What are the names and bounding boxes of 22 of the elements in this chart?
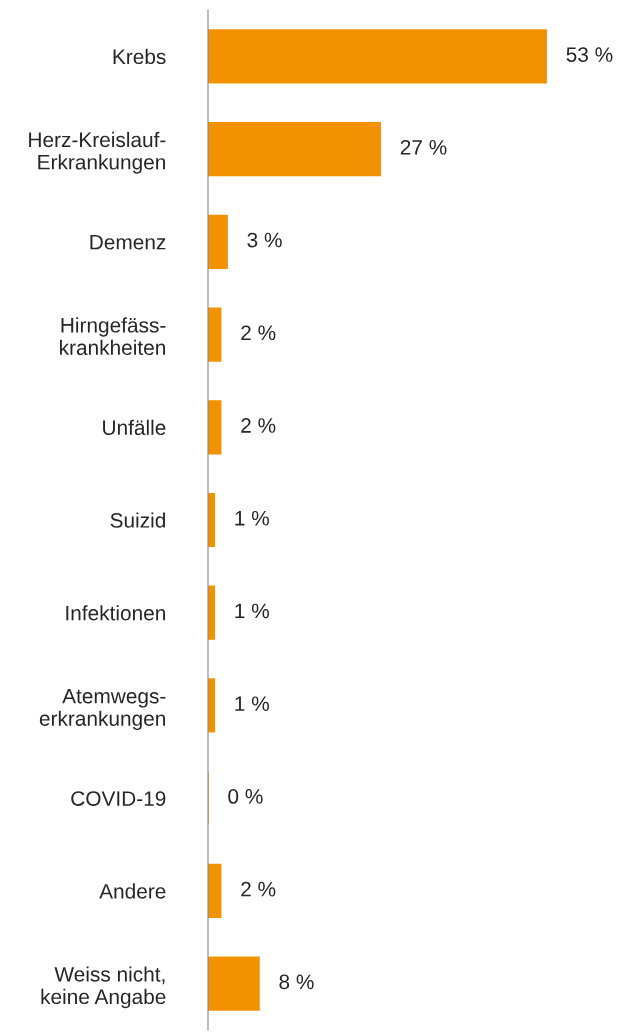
y-tick-label: Suizid xyxy=(110,512,165,528)
y-tick-label: Infektionen xyxy=(66,605,165,621)
y-tick-label: Unfälle xyxy=(103,419,166,436)
y-tick-label: COVID-19 xyxy=(71,791,166,806)
y-tick-label: Herz-Kreislauf- Erkrankungen xyxy=(29,131,166,174)
data-label: 3 % xyxy=(247,232,282,248)
data-label: 2 % xyxy=(241,418,276,433)
data-label: 2 % xyxy=(241,881,276,897)
y-tick-label: Hirngefäss- krankheiten xyxy=(60,317,166,356)
y-tick-label: Demenz xyxy=(90,235,166,250)
data-label: 0 % xyxy=(228,789,263,804)
y-tick-label: Krebs xyxy=(113,48,166,65)
data-label: 1 % xyxy=(235,510,269,526)
data-label: 1 % xyxy=(235,603,269,619)
y-tick-label: Atemwegs- erkrankungen xyxy=(39,688,166,731)
y-tick-label: Andere xyxy=(99,883,166,899)
data-label: 1 % xyxy=(235,696,269,711)
y-tick-label: Weiss nicht, keine Angabe xyxy=(41,966,166,1009)
data-label: 2 % xyxy=(241,325,276,341)
data-label: 27 % xyxy=(400,139,447,155)
data-label: 8 % xyxy=(279,974,314,990)
data-label: 53 % xyxy=(566,47,613,62)
